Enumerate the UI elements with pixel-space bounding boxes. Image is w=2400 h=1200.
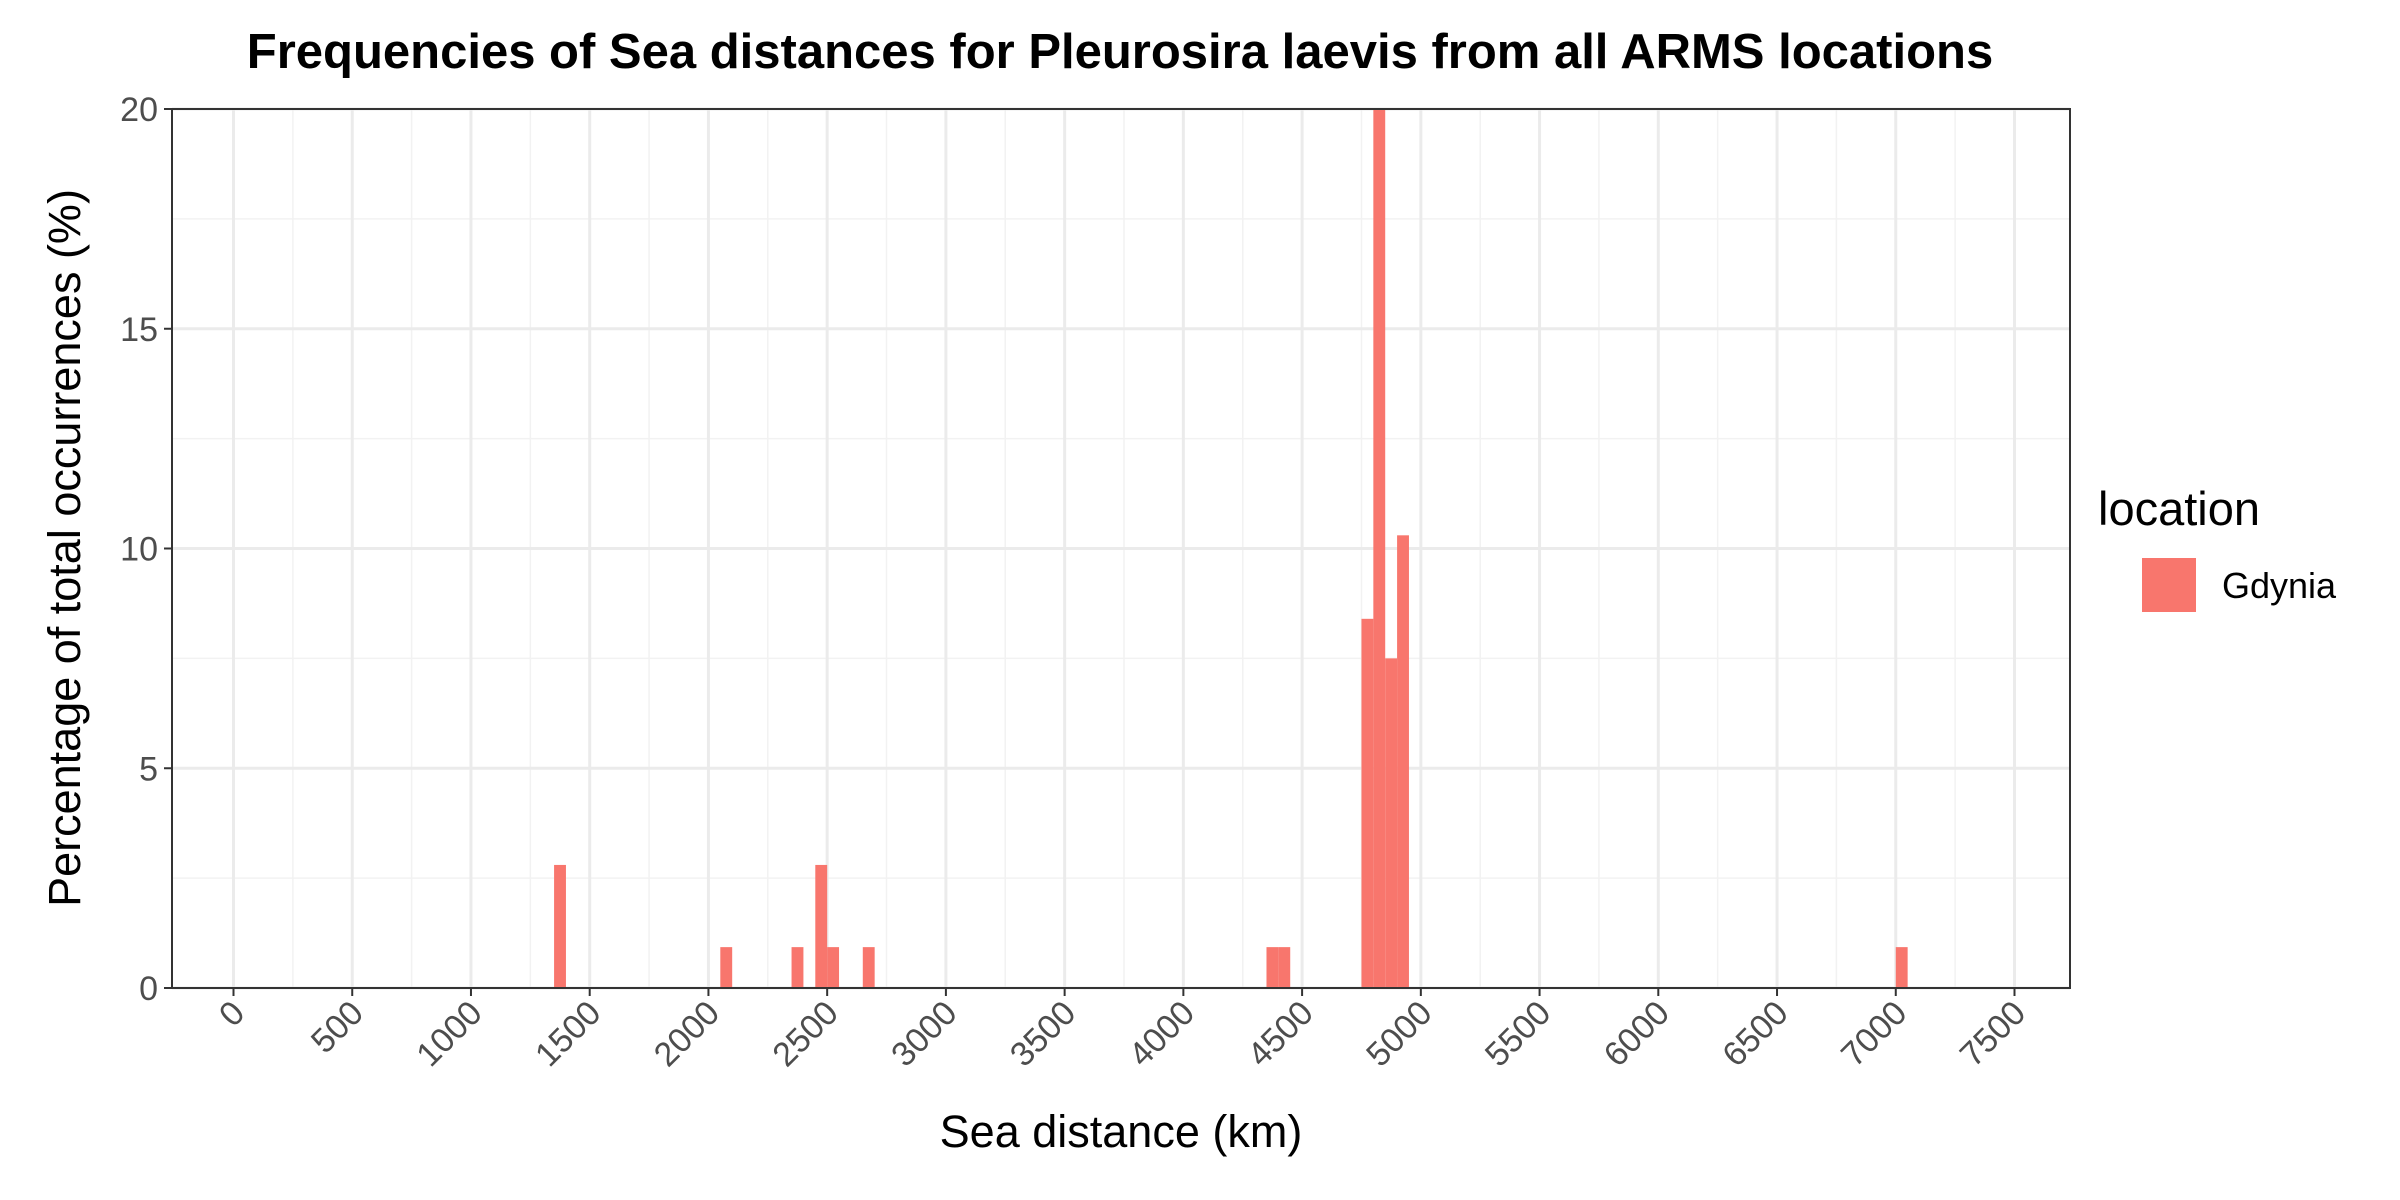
x-tick-label: 5000	[1359, 994, 1439, 1074]
x-tick-label: 1000	[409, 994, 489, 1074]
histogram-bar	[1361, 618, 1374, 988]
histogram-bar	[720, 947, 733, 988]
x-tick-label: 2000	[647, 994, 727, 1074]
histogram-bar	[862, 947, 875, 988]
y-axis-title: Percentage of total occurrences (%)	[39, 189, 90, 907]
x-tick-label: 6500	[1715, 994, 1795, 1074]
x-tick-label: 4000	[1122, 994, 1202, 1074]
chart-title: Frequencies of Sea distances for Pleuros…	[247, 25, 1993, 79]
histogram-bar	[815, 864, 828, 988]
histogram-bar	[1266, 947, 1279, 988]
x-tick-label: 3500	[1003, 994, 1083, 1074]
y-tick-label: 20	[120, 91, 158, 129]
histogram-bar	[1278, 947, 1291, 988]
legend-label-gdynia: Gdynia	[2222, 565, 2337, 606]
legend-key-gdynia	[2142, 558, 2196, 612]
y-tick-label: 0	[139, 970, 158, 1008]
histogram-bar	[827, 947, 840, 988]
x-tick-label: 2500	[765, 994, 845, 1074]
histogram-bar	[791, 947, 804, 988]
x-tick-label: 5500	[1478, 994, 1558, 1074]
histogram-bar	[1373, 109, 1386, 988]
x-tick-label: 1500	[528, 994, 608, 1074]
legend-title: location	[2098, 482, 2260, 535]
x-tick-label: 7000	[1834, 994, 1914, 1074]
y-tick-label: 5	[139, 750, 158, 788]
x-tick-label: 6000	[1597, 994, 1677, 1074]
x-axis-title: Sea distance (km)	[940, 1106, 1303, 1157]
histogram-bar	[1895, 947, 1908, 988]
x-tick-label: 4500	[1240, 994, 1320, 1074]
histogram-bar	[1397, 535, 1409, 988]
y-tick-label: 15	[120, 311, 158, 349]
x-tick-label: 7500	[1953, 994, 2033, 1074]
y-axis-ticks: 0 5 10 15 20	[120, 91, 172, 1008]
legend: location Gdynia	[2098, 482, 2337, 612]
histogram-bar	[554, 864, 566, 988]
x-axis-ticks: 0 500 1000 1500 2000 2500 3000 3500 4000 4500 5000…	[212, 988, 2033, 1074]
histogram-bars	[554, 109, 1908, 988]
histogram-bar	[1385, 658, 1398, 988]
x-tick-label: 0	[212, 994, 252, 1034]
x-tick-label: 500	[304, 994, 371, 1061]
y-tick-label: 10	[120, 531, 158, 569]
x-tick-label: 3000	[884, 994, 964, 1074]
